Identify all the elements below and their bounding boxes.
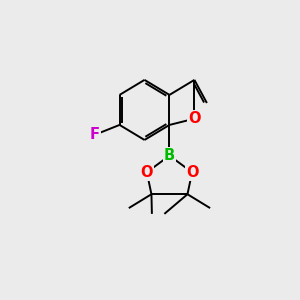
Text: O: O [188,111,201,126]
Text: O: O [141,165,153,180]
Text: B: B [164,148,175,163]
Text: O: O [186,165,198,180]
Text: F: F [90,128,100,142]
